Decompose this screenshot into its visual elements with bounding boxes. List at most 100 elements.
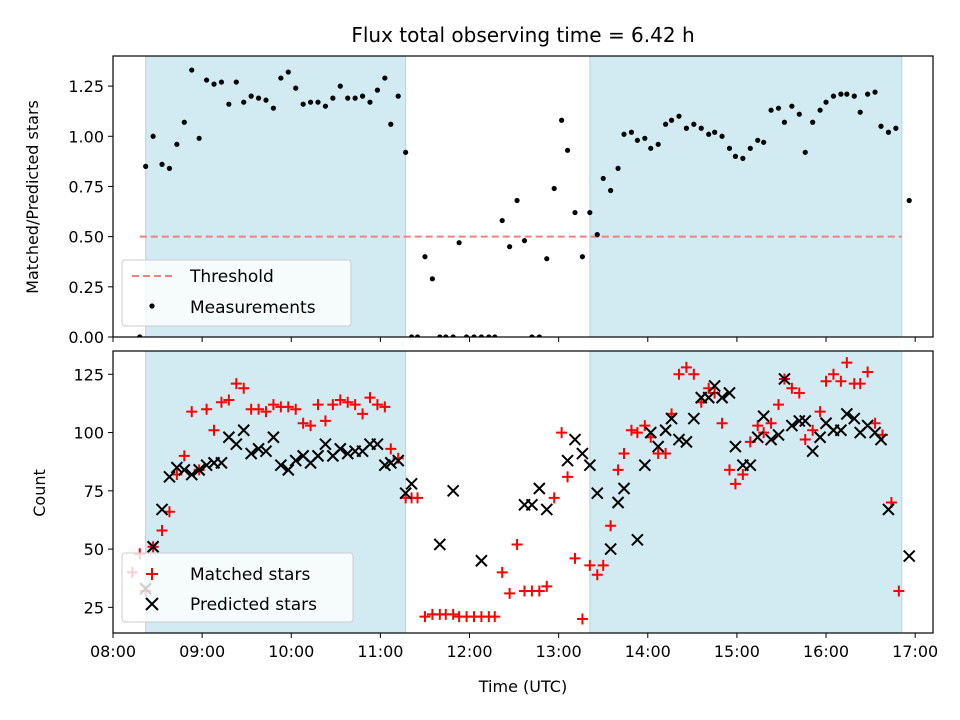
matched-star-point: [854, 378, 866, 390]
measurement-point: [241, 99, 247, 105]
matched-star-point: [379, 401, 391, 413]
measurement-point: [865, 91, 871, 97]
matched-star-point: [723, 464, 735, 476]
measurement-point: [755, 137, 761, 143]
matched-star-point: [305, 420, 317, 432]
measurement-point: [174, 141, 180, 147]
measurement-point: [789, 103, 795, 109]
measurement-point: [429, 276, 435, 282]
predicted-star-point: [834, 424, 848, 437]
predicted-star-point: [341, 447, 354, 460]
measurement-point: [559, 117, 565, 123]
predicted-star-point: [163, 470, 176, 484]
measurement-point: [768, 107, 774, 113]
matched-star-point: [511, 538, 523, 550]
measurement-point: [781, 119, 788, 125]
matched-star-point: [562, 471, 574, 483]
matched-star-point: [334, 394, 346, 406]
ratio-y-axis-label: Matched/Predicted stars: [23, 100, 42, 294]
predicted-star-point: [433, 538, 447, 551]
matched-star-point: [447, 608, 459, 620]
matched-star-point: [893, 585, 905, 597]
measurement-point: [478, 334, 485, 337]
measurement-point: [300, 101, 306, 107]
measurement-point: [872, 89, 878, 95]
matched-star-point: [208, 424, 220, 436]
count-panel: 25 50 75 100 125 08:00 09:00 10:00 11:00 12:00 13…: [30, 350, 938, 696]
predicted-star-point: [475, 554, 488, 567]
measurement-point: [802, 149, 808, 155]
matched-star-point: [591, 569, 603, 581]
measurement-point: [181, 119, 187, 125]
predicted-star-point: [178, 463, 191, 477]
matched-star-point: [282, 401, 294, 413]
measurement-point: [817, 107, 823, 113]
measurement-point: [388, 121, 394, 127]
predicted-star-point: [799, 414, 812, 428]
predicted-star-point: [200, 458, 213, 472]
matched-star-point: [793, 387, 805, 399]
predicted-star-point: [568, 433, 582, 446]
measurement-point: [307, 99, 314, 105]
measurement-point: [529, 334, 535, 337]
measurement-point: [443, 334, 449, 337]
predicted-star-point: [252, 442, 265, 456]
measurement-point: [648, 145, 654, 151]
matched-star-point: [371, 399, 383, 411]
measurement-point: [830, 93, 837, 99]
matched-star-point: [673, 368, 685, 380]
matched-star-point: [419, 611, 431, 623]
measurement-point: [248, 93, 254, 99]
measurement-point: [796, 111, 802, 117]
predicted-star-point: [687, 412, 701, 425]
measurement-point: [668, 117, 675, 123]
matched-star-point: [297, 417, 309, 429]
y-tick-label: 25: [84, 598, 104, 617]
predicted-star-point: [723, 386, 736, 400]
measurement-point: [456, 240, 462, 246]
matched-star-point: [260, 406, 272, 418]
measurement-point: [747, 145, 753, 151]
x-tick-label: 15:00: [714, 642, 760, 661]
matched-star-point: [639, 420, 651, 432]
predicted-star-point: [170, 461, 184, 474]
matched-star-point: [201, 403, 213, 415]
predicted-star-point: [405, 477, 418, 491]
matched-star-point: [312, 399, 324, 411]
predicted-star-point: [192, 463, 206, 477]
predicted-star-point: [672, 433, 686, 446]
matched-star-point: [716, 417, 728, 429]
measurement-point: [514, 197, 520, 204]
matched-star-point: [576, 613, 588, 625]
measurement-point: [634, 137, 640, 143]
count-y-ticks: 25 50 75 100 125: [73, 365, 113, 617]
predicted-star-point: [371, 438, 384, 451]
predicted-star-point: [680, 435, 693, 449]
y-tick-label: 125: [73, 365, 104, 384]
measurement-point: [255, 95, 262, 101]
matched-star-point: [786, 382, 798, 394]
predicted-star-point: [638, 458, 652, 472]
measurement-point: [285, 69, 291, 75]
predicted-star-point: [604, 542, 617, 556]
measurement-point: [492, 334, 498, 337]
measurement-point: [337, 83, 343, 89]
predicted-star-point: [751, 431, 764, 444]
measurement-point: [150, 133, 156, 139]
measurement-point: [189, 67, 195, 73]
y-tick-label: 1.00: [68, 127, 104, 146]
predicted-star-point: [874, 433, 888, 446]
predicted-star-point: [259, 445, 273, 458]
measurement-point: [615, 165, 621, 171]
measurement-point: [367, 99, 373, 105]
measurement-point: [408, 334, 415, 337]
y-tick-label: 75: [84, 482, 104, 501]
measurement-point: [315, 99, 321, 105]
matched-star-point: [186, 406, 198, 418]
y-tick-label: 1.25: [68, 77, 104, 96]
ratio-plot-frame: [112, 55, 934, 338]
matched-star-point: [541, 580, 553, 592]
matched-star-point: [729, 478, 741, 490]
matched-star-point: [752, 420, 764, 432]
